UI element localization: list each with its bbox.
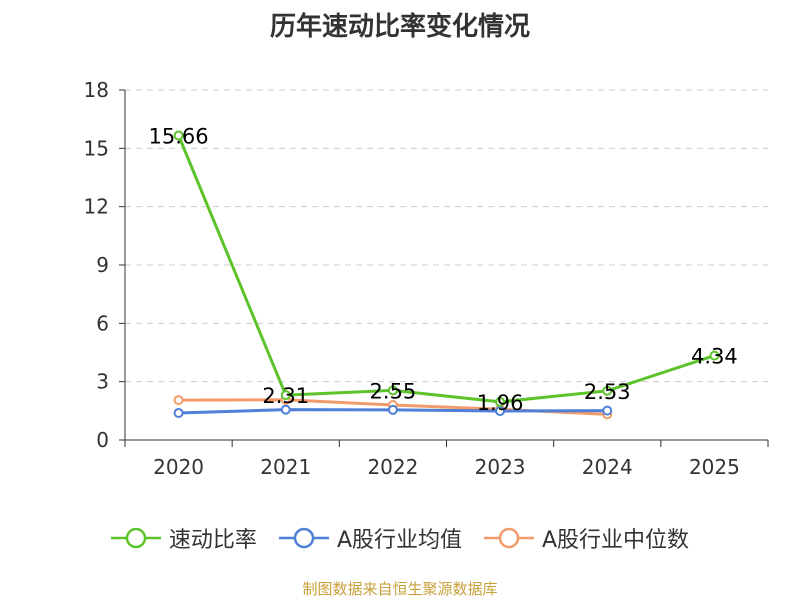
x-tick-label-2021: 2021 — [260, 455, 311, 479]
chart-title: 历年速动比率变化情况 — [269, 12, 530, 42]
data-label: 2.53 — [584, 380, 631, 404]
line-chart: 0 3 6 9 12 15 18 2020 2021 2022 2023 2024 2025 15.66… — [84, 78, 769, 479]
x-tick-label-2022: 2022 — [367, 455, 418, 479]
x-tick-label-2025: 2025 — [689, 455, 740, 479]
legend-swatch-marker — [498, 527, 520, 549]
x-tick-label-2023: 2023 — [475, 455, 526, 479]
legend: 速动比率 A股行业均值 A股行业中位数 — [0, 520, 800, 556]
legend-swatch-marker — [125, 527, 147, 549]
legend-swatch-icon — [110, 527, 161, 549]
source-note: 制图数据来自恒生聚源数据库 — [302, 580, 498, 598]
data-label: 4.34 — [691, 345, 738, 369]
data-label: 1.96 — [477, 391, 524, 415]
data-point — [387, 404, 398, 415]
legend-swatch-marker — [293, 527, 315, 549]
x-tick-label-2020: 2020 — [153, 455, 204, 479]
data-point — [602, 385, 613, 396]
data-point — [495, 406, 506, 417]
legend-item-0[interactable]: 速动比率 — [110, 522, 257, 554]
data-label: 15.66 — [149, 125, 209, 149]
data-point — [602, 405, 613, 416]
data-point — [495, 396, 506, 407]
data-point — [387, 385, 398, 396]
data-point — [173, 130, 184, 141]
data-label: 2.55 — [370, 379, 417, 403]
y-tick-label: 0 — [96, 428, 109, 452]
y-tick-label: 18 — [84, 78, 109, 102]
data-label: 2.31 — [262, 384, 309, 408]
data-labels: 15.66 2.31 2.55 1.96 2.53 4.34 — [149, 125, 738, 415]
legend-swatch-icon — [278, 527, 329, 549]
legend-item-2[interactable]: A股行业中位数 — [484, 522, 689, 554]
data-point — [173, 407, 184, 418]
legend-item-1[interactable]: A股行业均值 — [278, 522, 462, 554]
series-lines — [173, 130, 720, 420]
legend-label: A股行业中位数 — [542, 528, 690, 553]
grid-lines — [125, 89, 768, 383]
data-point — [280, 404, 291, 415]
y-tick-label: 6 — [96, 311, 109, 335]
data-point — [280, 390, 291, 401]
data-point — [709, 350, 720, 361]
y-tick-label: 15 — [84, 136, 109, 160]
legend-label: A股行业均值 — [336, 528, 462, 553]
y-tick-label: 12 — [84, 195, 109, 219]
legend-swatch-icon — [484, 527, 534, 549]
legend-label: 速动比率 — [168, 528, 257, 553]
data-point — [173, 395, 184, 406]
axes: 0 3 6 9 12 15 18 2020 2021 2022 2023 2024 2025 — [84, 78, 769, 479]
y-tick-label: 9 — [96, 253, 109, 277]
x-tick-label-2024: 2024 — [582, 455, 633, 479]
series-line-0 — [177, 134, 715, 404]
y-tick-label: 3 — [96, 370, 109, 394]
